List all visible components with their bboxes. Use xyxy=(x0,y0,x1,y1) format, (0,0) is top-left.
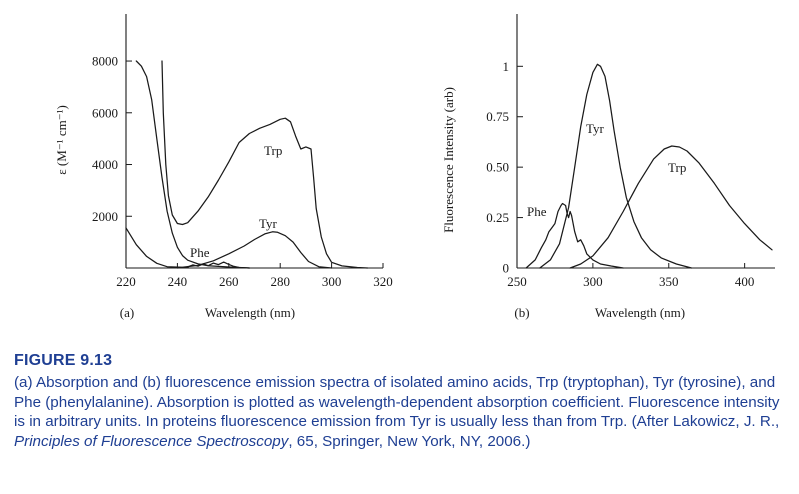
absorption-x-axis-label: Wavelength (nm) xyxy=(205,305,295,320)
caption-text: (a) Absorption and (b) fluorescence emis… xyxy=(14,373,789,451)
fluorescence-panel-label: (b) xyxy=(514,305,529,320)
caption-text-part1: (a) Absorption and (b) fluorescence emis… xyxy=(14,374,780,430)
fluorescence-phe-label: Phe xyxy=(527,204,547,219)
fluorescence-x-tick-label: 350 xyxy=(659,274,679,289)
figure-caption: FIGURE 9.13 (a) Absorption and (b) fluor… xyxy=(14,352,789,451)
fluorescence-y-tick-label: 0 xyxy=(503,261,510,276)
absorption-phe-label: Phe xyxy=(190,245,210,260)
fluorescence-trp-label: Trp xyxy=(668,160,686,175)
absorption-y-tick-label: 4000 xyxy=(92,157,118,172)
absorption-tyr-label: Tyr xyxy=(259,216,278,231)
fluorescence-x-tick-label: 250 xyxy=(507,274,527,289)
absorption-trp-curve xyxy=(161,60,369,269)
fluorescence-panel: 250 300 350 400 0 0.25 0.50 0.75 1 Fluorescence … xyxy=(441,14,775,320)
absorption-tyr-curve xyxy=(125,227,333,269)
absorption-x-tick-label: 260 xyxy=(219,274,239,289)
fluorescence-y-tick-label: 1 xyxy=(503,59,510,74)
fluorescence-trp-curve xyxy=(569,145,773,269)
fluorescence-x-tick-label: 400 xyxy=(735,274,755,289)
absorption-panel-label: (a) xyxy=(120,305,134,320)
fluorescence-x-tick-label: 300 xyxy=(583,274,603,289)
fluorescence-y-tick-label: 0.50 xyxy=(486,160,509,175)
fluorescence-y-axis-label: Fluorescence Intensity (arb) xyxy=(441,87,456,233)
caption-text-part2: , 65, Springer, New York, NY, 2006.) xyxy=(288,432,531,450)
absorption-phe-curve xyxy=(176,261,251,269)
absorption-y-axis-label: ε (M⁻¹ cm⁻¹) xyxy=(54,105,69,175)
absorption-x-tick-label: 300 xyxy=(322,274,342,289)
absorption-unlabeled-curve xyxy=(135,60,251,269)
absorption-y-tick-label: 8000 xyxy=(92,54,118,69)
absorption-x-tick-label: 320 xyxy=(373,274,393,289)
absorption-panel: 220 240 260 280 300 320 2000 4000 6000 8000 ε (M⁻… xyxy=(54,14,393,320)
absorption-x-tick-label: 240 xyxy=(168,274,188,289)
absorption-x-tick-label: 220 xyxy=(116,274,136,289)
absorption-x-tick-label: 280 xyxy=(270,274,290,289)
absorption-y-tick-label: 6000 xyxy=(92,105,118,120)
fluorescence-x-axis-label: Wavelength (nm) xyxy=(595,305,685,320)
fluorescence-tyr-curve xyxy=(539,63,693,269)
absorption-trp-label: Trp xyxy=(264,143,282,158)
fluorescence-y-tick-label: 0.75 xyxy=(486,109,509,124)
absorption-y-tick-label: 2000 xyxy=(92,209,118,224)
figure-number: FIGURE 9.13 xyxy=(14,352,113,369)
fluorescence-y-tick-label: 0.25 xyxy=(486,210,509,225)
fluorescence-phe-curve xyxy=(525,202,624,269)
caption-book-title: Principles of Fluorescence Spectroscopy xyxy=(14,432,289,450)
fluorescence-tyr-label: Tyr xyxy=(586,121,605,136)
